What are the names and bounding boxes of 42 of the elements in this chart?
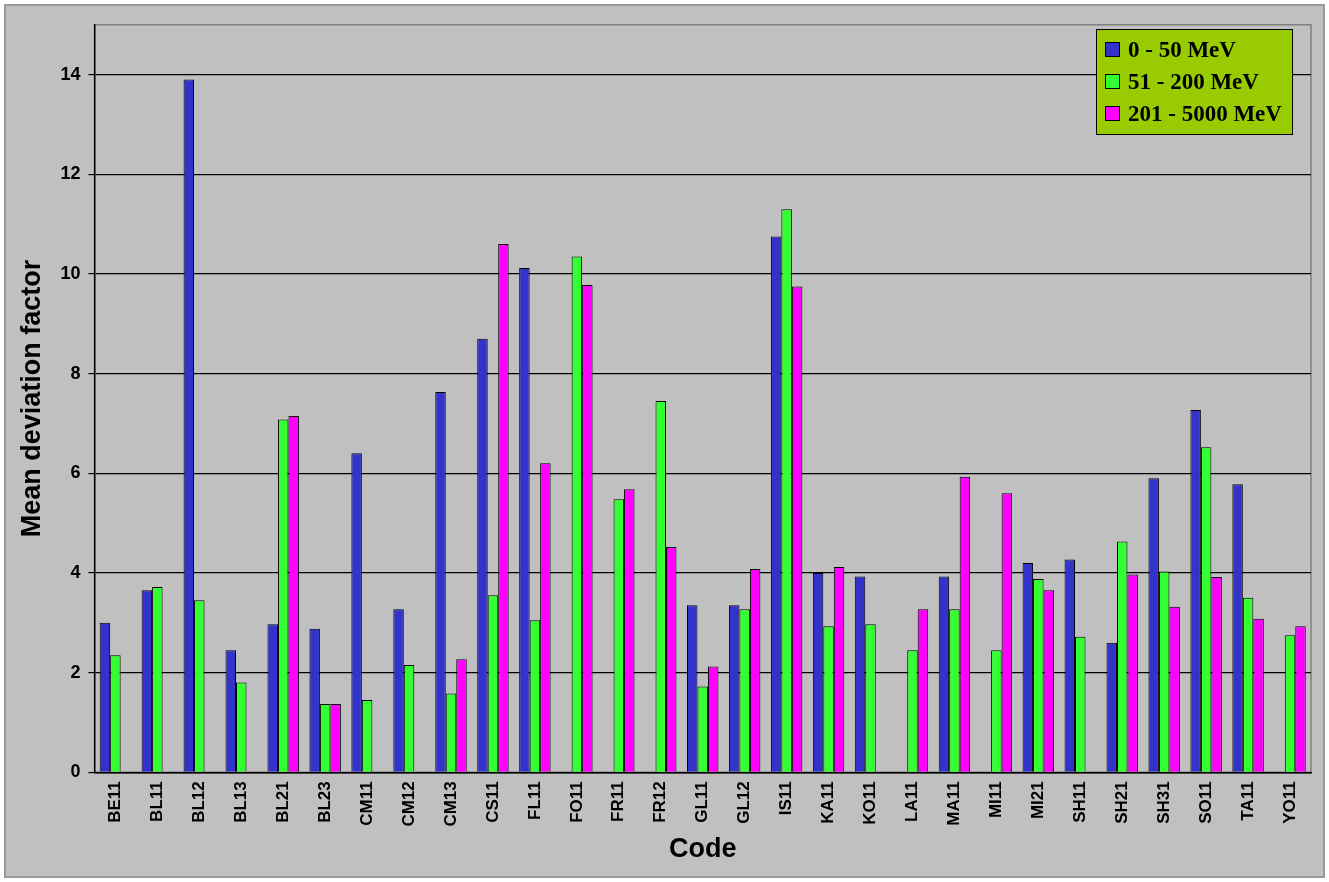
x-tick-label: CM12 bbox=[398, 781, 418, 827]
x-tick-label: BL23 bbox=[314, 781, 334, 823]
x-tick-label: GL11 bbox=[692, 781, 712, 823]
x-tick-label: TA11 bbox=[1237, 781, 1257, 821]
y-tick-label: 6 bbox=[70, 462, 81, 483]
legend-label: 51 - 200 MeV bbox=[1128, 67, 1259, 96]
x-tick-label: CM11 bbox=[356, 781, 376, 826]
y-tick-label: 10 bbox=[60, 262, 81, 283]
y-axis-title: Mean deviation factor bbox=[15, 259, 46, 538]
x-tick-label: YO11 bbox=[1279, 781, 1299, 824]
x-tick-label: BL12 bbox=[188, 781, 208, 823]
x-tick-label: FL11 bbox=[524, 781, 544, 820]
y-tick-label: 0 bbox=[70, 761, 81, 782]
legend-label: 0 - 50 MeV bbox=[1128, 35, 1236, 64]
x-tick-label: KO11 bbox=[860, 781, 880, 825]
y-tick-label: 14 bbox=[60, 63, 81, 84]
y-tick-label: 12 bbox=[60, 163, 81, 184]
x-tick-label: MI11 bbox=[986, 781, 1006, 819]
x-tick-label: CS11 bbox=[482, 781, 502, 823]
x-tick-label: BL21 bbox=[272, 781, 292, 823]
x-tick-label: SH31 bbox=[1153, 781, 1173, 824]
x-tick-label: BL11 bbox=[147, 781, 167, 822]
x-tick-label: GL12 bbox=[734, 781, 754, 824]
legend-label: 201 - 5000 MeV bbox=[1128, 99, 1282, 128]
x-tick-label: BE11 bbox=[105, 781, 125, 823]
x-axis-title: Code bbox=[668, 833, 737, 864]
x-tick-label: SH21 bbox=[1111, 781, 1131, 824]
x-tick-label: CM13 bbox=[440, 781, 460, 827]
x-tick-label: FR12 bbox=[650, 781, 670, 823]
x-tick-label: MI21 bbox=[1028, 781, 1048, 820]
x-tick-label: IS11 bbox=[776, 781, 796, 816]
y-tick-label: 4 bbox=[70, 561, 81, 582]
x-tick-label: LA11 bbox=[902, 781, 922, 822]
x-tick-label: MA11 bbox=[944, 781, 964, 826]
x-tick-label: FR11 bbox=[608, 781, 628, 822]
y-tick-label: 2 bbox=[70, 661, 81, 682]
x-tick-label: FO11 bbox=[566, 781, 586, 823]
x-tick-label: KA11 bbox=[818, 781, 838, 824]
x-tick-label: SH11 bbox=[1069, 781, 1089, 823]
y-tick-label: 8 bbox=[70, 362, 81, 383]
x-tick-label: BL13 bbox=[230, 781, 250, 823]
x-tick-label: SO11 bbox=[1195, 781, 1215, 824]
